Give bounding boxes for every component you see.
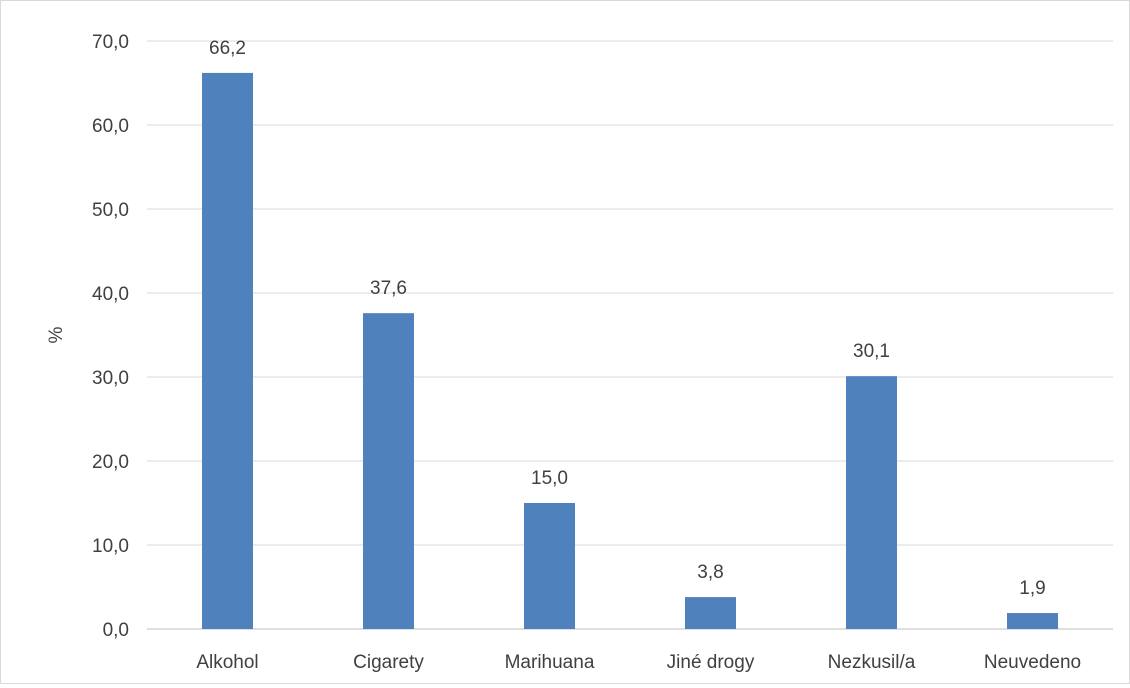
bar — [363, 313, 414, 629]
x-axis-categories: Alkohol Cigarety Marihuana Jiné drogy Nezkus… — [196, 652, 1081, 673]
data-label: 3,8 — [697, 562, 723, 583]
y-tick-label: 70,0 — [92, 32, 129, 53]
data-label: 15,0 — [531, 468, 568, 489]
y-tick-label: 20,0 — [92, 452, 129, 473]
y-axis-title: % — [46, 326, 67, 343]
bars — [202, 72, 1058, 630]
bar — [685, 597, 736, 629]
data-label: 1,9 — [1019, 578, 1045, 599]
category-label: Nezkusil/a — [828, 652, 916, 673]
y-tick-label: 10,0 — [92, 536, 129, 557]
data-label: 30,1 — [853, 341, 890, 362]
bar — [1007, 613, 1058, 629]
y-tick-label: 40,0 — [92, 284, 129, 305]
bar — [524, 503, 575, 629]
y-tick-label: 50,0 — [92, 200, 129, 221]
bar — [202, 72, 253, 630]
y-tick-label: 30,0 — [92, 368, 129, 389]
data-label: 66,2 — [209, 38, 246, 59]
data-label: 37,6 — [370, 278, 407, 299]
bar — [846, 376, 897, 629]
y-tick-label: 0,0 — [103, 620, 129, 641]
category-label: Jiné drogy — [667, 652, 755, 673]
y-axis-ticks: 0,0 10,0 20,0 30,0 40,0 50,0 60,0 70,0 — [92, 32, 129, 641]
category-label: Neuvedeno — [984, 652, 1081, 673]
category-label: Cigarety — [353, 652, 424, 673]
category-label: Marihuana — [505, 652, 595, 673]
y-tick-label: 60,0 — [92, 116, 129, 137]
gridlines — [147, 40, 1113, 630]
data-labels: 66,2 37,6 15,0 3,8 30,1 1,9 — [209, 38, 1046, 599]
category-label: Alkohol — [196, 652, 258, 673]
